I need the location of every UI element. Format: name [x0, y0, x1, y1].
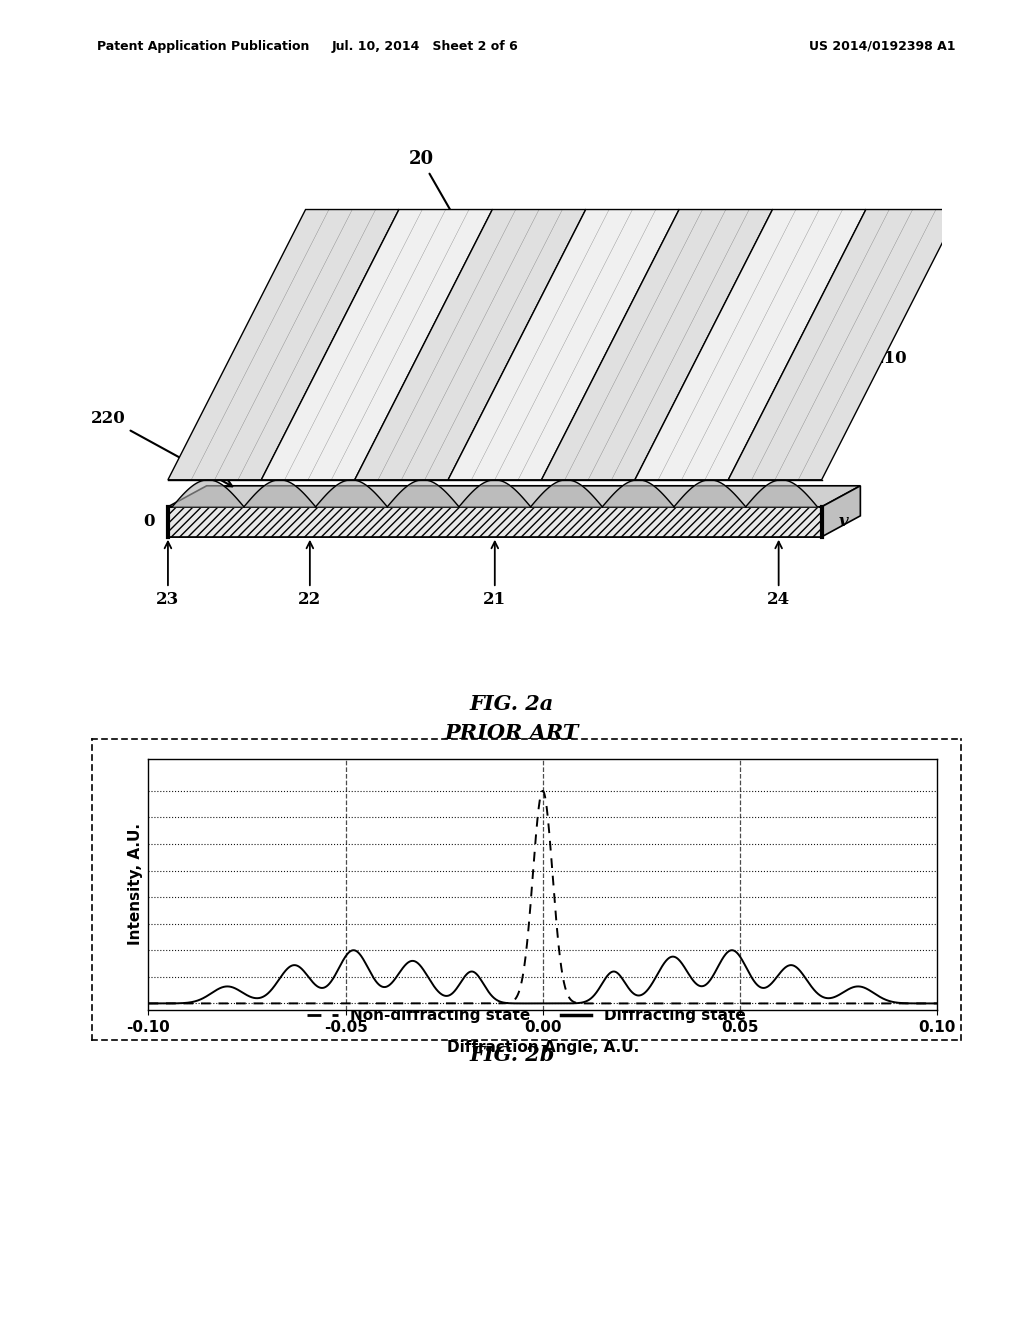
Polygon shape [542, 210, 772, 479]
Text: PRIOR ART: PRIOR ART [444, 723, 580, 743]
Text: v: v [839, 513, 849, 529]
Polygon shape [728, 210, 959, 479]
Polygon shape [168, 507, 821, 537]
Polygon shape [168, 210, 399, 479]
Text: FIG. 2b: FIG. 2b [469, 1045, 555, 1065]
Polygon shape [261, 210, 493, 479]
Polygon shape [449, 210, 679, 479]
Text: FIG. 2a: FIG. 2a [470, 694, 554, 714]
Text: Patent Application Publication: Patent Application Publication [97, 40, 309, 53]
Text: 23: 23 [157, 541, 179, 609]
Polygon shape [354, 210, 586, 479]
Polygon shape [635, 210, 866, 479]
Polygon shape [168, 486, 860, 507]
Text: 0: 0 [143, 513, 155, 529]
Text: 20: 20 [409, 150, 467, 238]
Text: US 2014/0192398 A1: US 2014/0192398 A1 [809, 40, 955, 53]
Text: 210: 210 [859, 308, 908, 367]
Text: 24: 24 [767, 541, 791, 609]
Text: 22: 22 [298, 541, 322, 609]
Polygon shape [821, 486, 860, 537]
Text: 21: 21 [483, 541, 506, 609]
Y-axis label: Intensity, A.U.: Intensity, A.U. [128, 824, 143, 945]
Legend: Non-diffracting state, Diffracting state: Non-diffracting state, Diffracting state [301, 1002, 752, 1030]
Text: 220: 220 [90, 409, 232, 486]
Text: Jul. 10, 2014   Sheet 2 of 6: Jul. 10, 2014 Sheet 2 of 6 [332, 40, 518, 53]
X-axis label: Diffraction Angle, A.U.: Diffraction Angle, A.U. [446, 1040, 639, 1055]
